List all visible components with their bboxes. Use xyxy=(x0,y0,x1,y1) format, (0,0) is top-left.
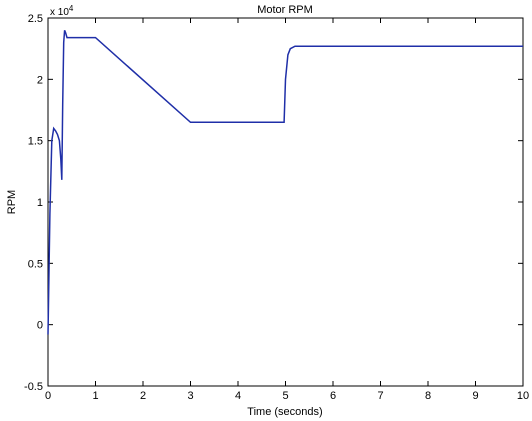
y-multiplier: x 104 xyxy=(50,4,74,18)
x-tick-label: 8 xyxy=(425,390,431,402)
x-tick-label: 7 xyxy=(377,390,383,402)
y-tick-label: 0.5 xyxy=(28,258,43,270)
x-tick-label: 9 xyxy=(472,390,478,402)
x-tick-label: 3 xyxy=(187,390,193,402)
x-tick-label: 1 xyxy=(92,390,98,402)
y-tick-label: 1 xyxy=(37,197,43,209)
x-tick-label: 10 xyxy=(517,390,529,402)
y-tick-label: 2 xyxy=(37,74,43,86)
x-axis-label: Time (seconds) xyxy=(247,406,322,418)
x-tick-label: 5 xyxy=(282,390,288,402)
series-line xyxy=(47,30,523,335)
x-tick-label: 0 xyxy=(45,390,51,402)
y-tick-label: 2.5 xyxy=(28,13,43,25)
y-axis-label: RPM xyxy=(6,190,18,214)
y-tick-label: 0 xyxy=(37,320,43,332)
y-tick-label: -0.5 xyxy=(24,381,43,393)
chart-title: Motor RPM xyxy=(257,4,313,16)
x-tick-label: 6 xyxy=(330,390,336,402)
y-tick-label: 1.5 xyxy=(28,136,43,148)
x-tick-label: 2 xyxy=(140,390,146,402)
x-tick-label: 4 xyxy=(235,390,241,402)
